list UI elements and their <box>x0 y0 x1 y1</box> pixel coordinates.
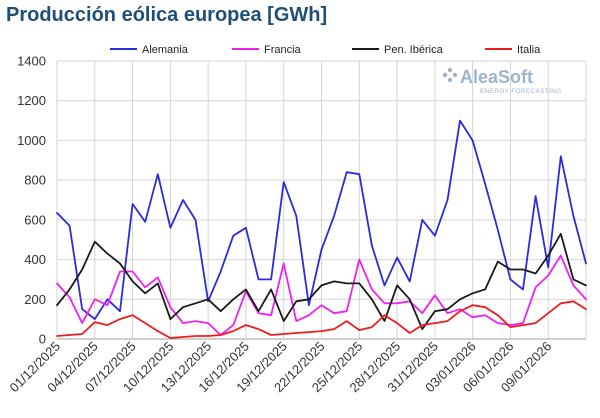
page-title: Producción eólica europea [GWh] <box>6 4 328 26</box>
y-tick-label: 1400 <box>17 54 46 69</box>
logo-name: AleaSoft <box>460 67 533 87</box>
logo-tagline: ENERGY FORECASTING <box>480 88 562 95</box>
series-line-2 <box>56 232 587 331</box>
x-axis: 01/12/202504/12/202507/12/202510/12/2025… <box>6 339 554 396</box>
legend-label: Italia <box>517 44 541 56</box>
y-tick-label: 800 <box>24 173 46 188</box>
chart-grid <box>56 60 587 340</box>
y-tick-label: 1000 <box>17 133 46 148</box>
logo-icon <box>442 67 458 83</box>
series-line-0 <box>56 119 587 321</box>
y-tick-label: 600 <box>24 212 46 227</box>
legend-label: Francia <box>264 44 302 56</box>
y-tick-label: 200 <box>24 292 46 307</box>
legend: Alemania Francia Pen. Ibérica Italia <box>110 44 541 56</box>
y-tick-label: 400 <box>24 252 46 267</box>
y-axis: 0 200 400 600 800 1000 1200 1400 <box>17 54 46 347</box>
y-tick-label: 1200 <box>17 93 46 108</box>
legend-label: Pen. Ibérica <box>384 44 444 56</box>
aleasoft-logo: AleaSoft ENERGY FORECASTING <box>442 67 562 95</box>
series-line-1 <box>56 254 587 336</box>
legend-label: Alemania <box>142 44 189 56</box>
y-tick-label: 0 <box>39 332 46 347</box>
series-lines <box>56 119 587 339</box>
series-line-3 <box>56 300 587 339</box>
